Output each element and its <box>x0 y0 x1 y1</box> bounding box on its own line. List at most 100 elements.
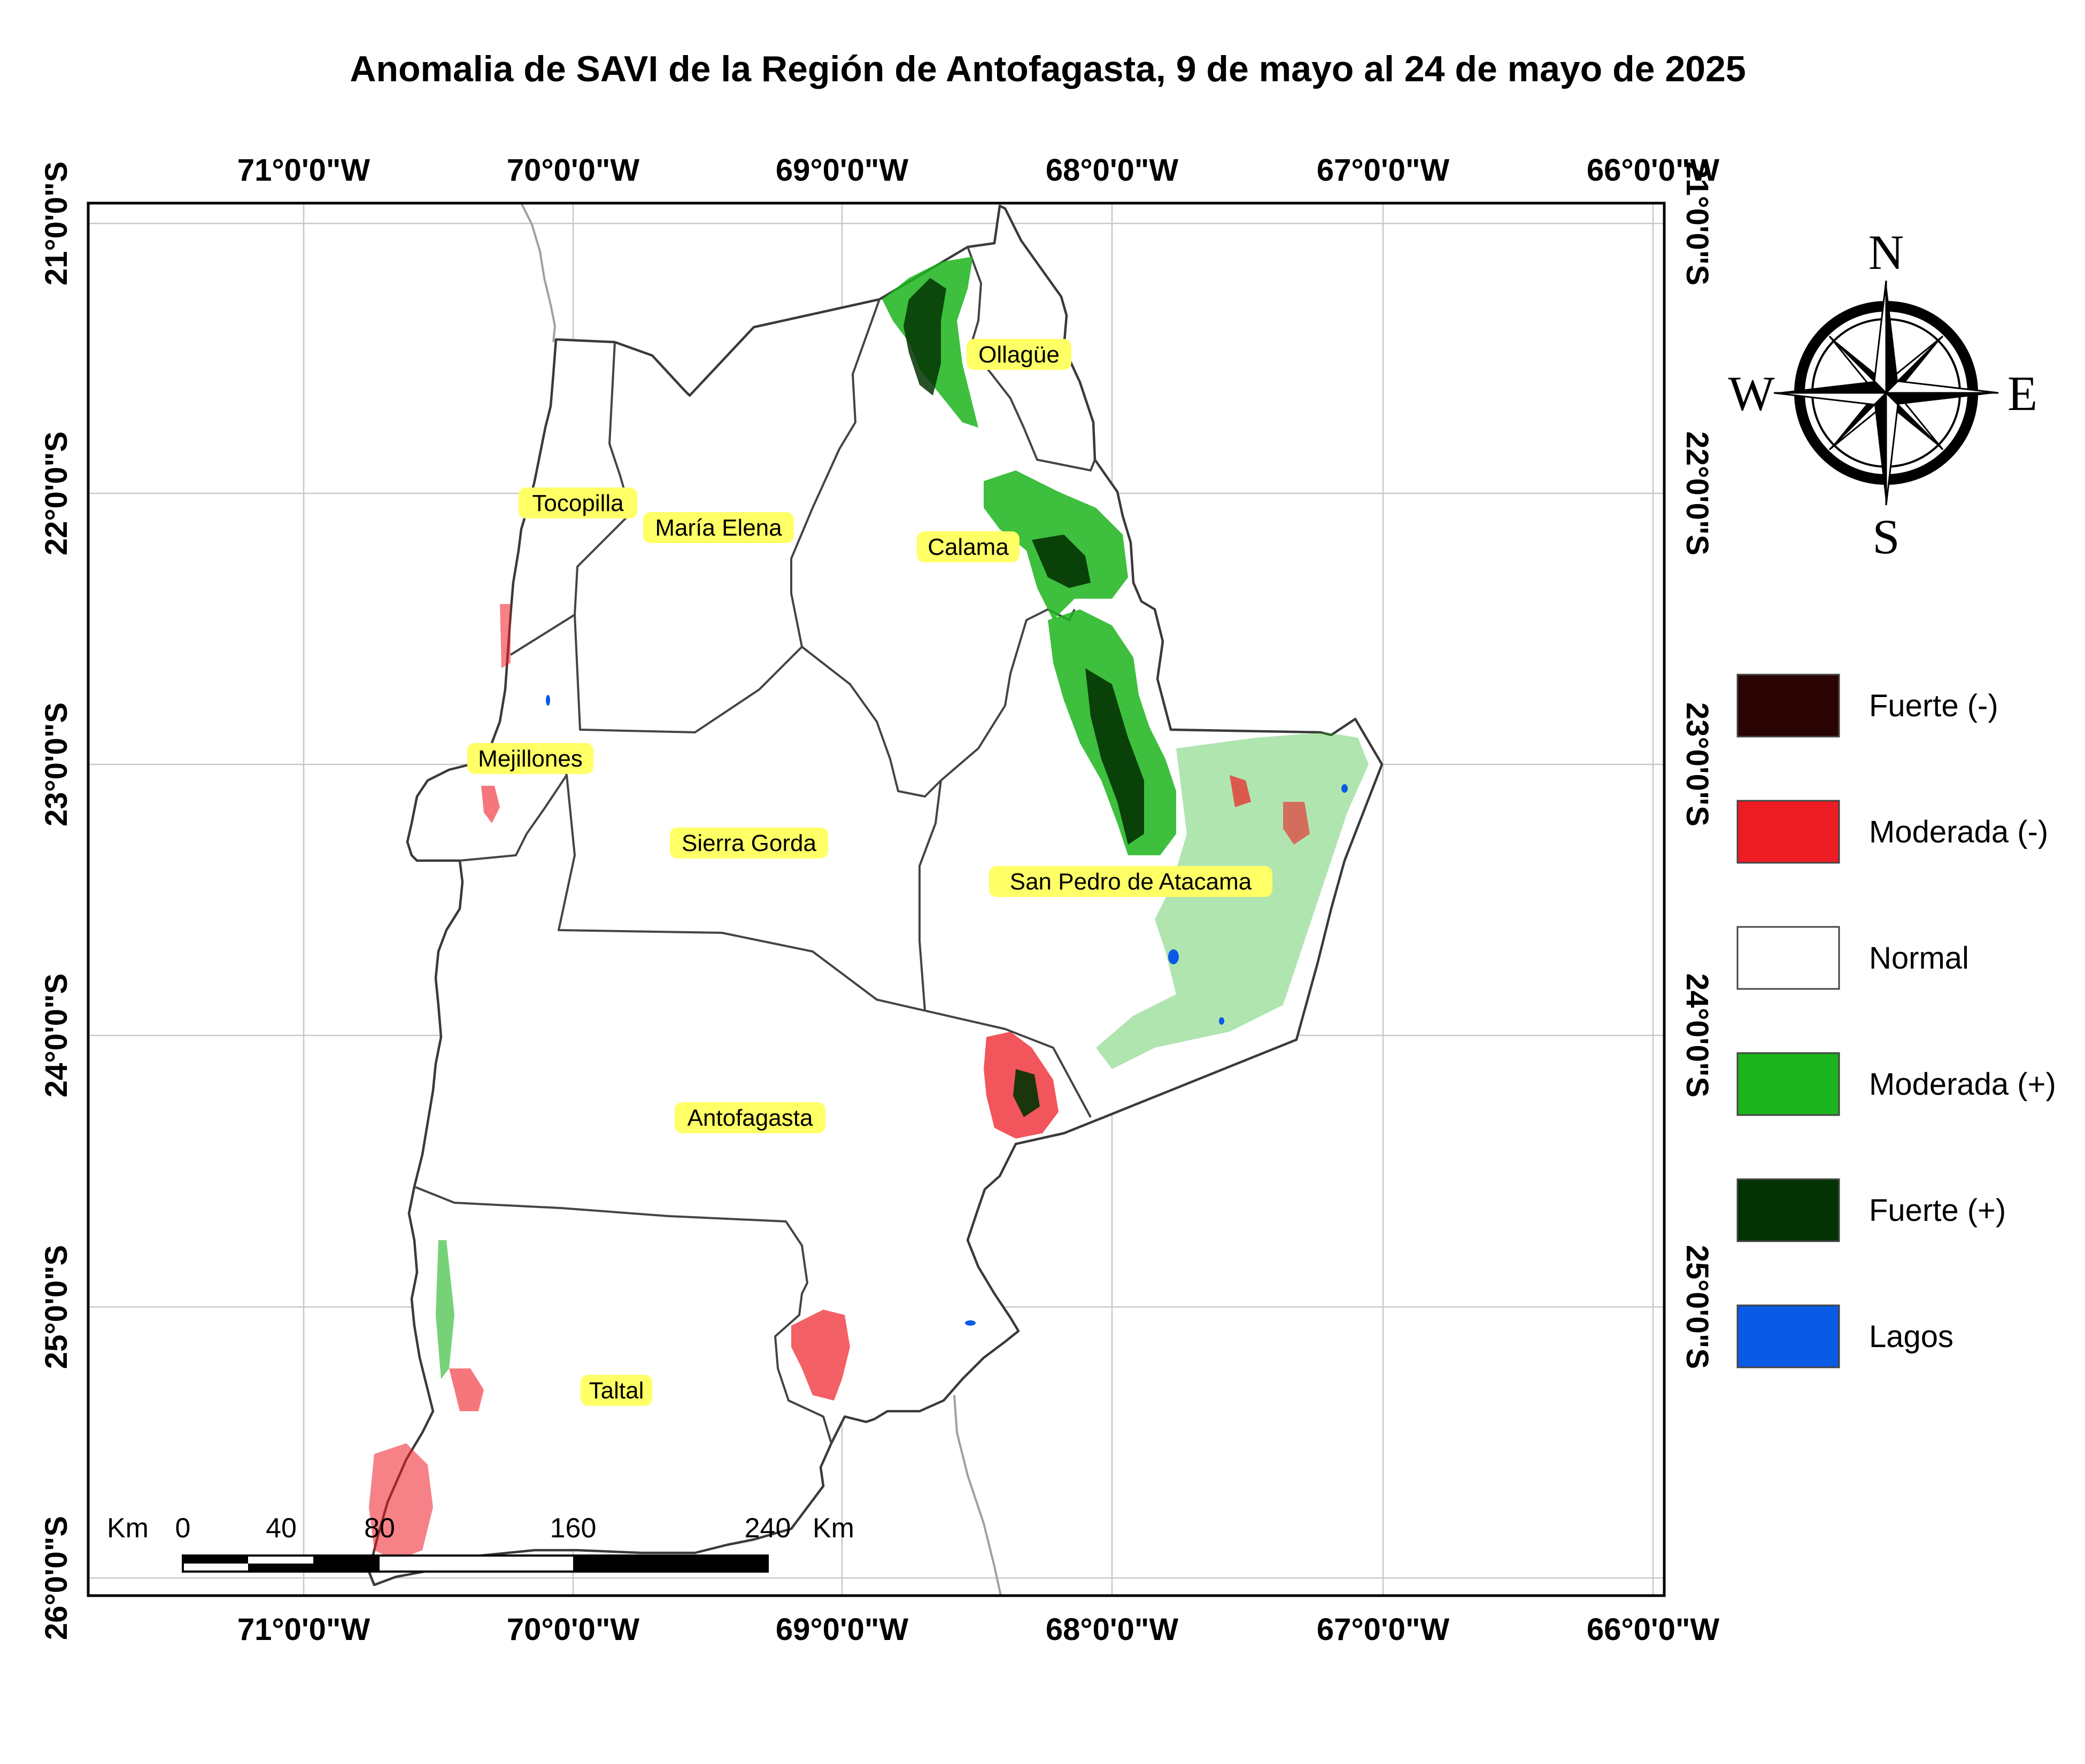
lake-1 <box>1168 949 1179 964</box>
commune-label-maria-elena: María Elena <box>643 512 794 543</box>
lake-2 <box>1341 784 1348 793</box>
legend-label-strong-negative: Fuerte (-) <box>1869 688 1998 723</box>
compass-diagonal-points <box>1828 335 1944 451</box>
scale-tick-0: 0 <box>175 1513 191 1544</box>
svg-text:Antofagasta: Antofagasta <box>688 1105 813 1131</box>
legend-item-lakes: Lagos <box>1736 1304 1953 1368</box>
scale-tick-240: 240 <box>745 1513 791 1544</box>
anomaly-patch-red-south <box>791 1310 850 1401</box>
lat-label-left-5: 26°0'0"S <box>39 1516 74 1640</box>
scale-seg-2 <box>248 1564 313 1572</box>
scale-seg-5 <box>573 1556 768 1572</box>
right-latitude-labels: 21°0'0"S 22°0'0"S 23°0'0"S 24°0'0"S 25°0… <box>1680 161 1715 1369</box>
svg-text:Sierra Gorda: Sierra Gorda <box>682 830 816 856</box>
lat-label-right-3: 24°0'0"S <box>1680 973 1715 1097</box>
svg-text:María Elena: María Elena <box>655 515 782 541</box>
lat-label-left-0: 21°0'0"S <box>39 161 74 285</box>
compass-label-east: E <box>2007 366 2037 421</box>
international-border-north <box>520 203 557 343</box>
boundary-maria-elena-sierra-gorda <box>574 608 1076 798</box>
anomaly-patch-red-tocopilla <box>500 604 511 668</box>
anomaly-patch-red-east-2 <box>1283 802 1310 845</box>
lon-label-bottom-4: 67°0'0"W <box>1317 1612 1450 1647</box>
lon-label-top-3: 68°0'0"W <box>1046 153 1179 188</box>
scale-tick-40: 40 <box>266 1513 297 1544</box>
bottom-longitude-labels: 71°0'0"W 70°0'0"W 69°0'0"W 68°0'0"W 67°0… <box>237 1612 1720 1647</box>
legend-label-moderate-positive: Moderada (+) <box>1869 1067 2056 1102</box>
legend-label-strong-positive: Fuerte (+) <box>1869 1193 2006 1228</box>
anomaly-raster-layer <box>369 257 1369 1561</box>
scale-seg-3 <box>313 1556 380 1564</box>
scale-tick-80: 80 <box>364 1513 395 1544</box>
north-arrow-compass: N S E W <box>1728 225 2038 564</box>
lat-label-right-1: 22°0'0"S <box>1680 431 1715 555</box>
boundary-taltal <box>414 1186 832 1444</box>
svg-text:Mejillones: Mejillones <box>478 746 583 772</box>
legend-label-moderate-negative: Moderada (-) <box>1869 815 2048 849</box>
legend-item-moderate-positive: Moderada (+) <box>1736 1052 2056 1116</box>
commune-label-calama: Calama <box>917 531 1020 562</box>
legend-item-strong-negative: Fuerte (-) <box>1736 674 1998 738</box>
boundary-san-pedro-west <box>918 780 942 1011</box>
legend-label-normal: Normal <box>1869 941 1969 976</box>
lon-label-top-4: 67°0'0"W <box>1317 153 1450 188</box>
lake-5 <box>1219 1017 1224 1025</box>
lon-label-top-5: 66°0'0"W <box>1587 153 1720 188</box>
map-frame-border <box>87 202 1666 1597</box>
top-longitude-labels: 71°0'0"W 70°0'0"W 69°0'0"W 68°0'0"W 67°0… <box>237 153 1720 188</box>
scale-bar: Km 0 40 80 160 240 Km <box>107 1513 854 1573</box>
legend-item-normal: Normal <box>1736 926 1969 990</box>
anomaly-patch-green-coast <box>436 1240 454 1379</box>
anomaly-patch-salar-strong <box>1013 1069 1040 1117</box>
commune-label-tocopilla: Tocopilla <box>519 488 637 519</box>
boundary-calama-west <box>790 299 881 647</box>
left-latitude-labels: 21°0'0"S 22°0'0"S 23°0'0"S 24°0'0"S 25°0… <box>39 161 74 1640</box>
region-outline <box>367 204 1384 1587</box>
boundary-sierra-gorda-antofagasta <box>558 775 1092 1118</box>
boundary-ollague <box>967 246 1096 471</box>
legend-item-strong-positive: Fuerte (+) <box>1736 1178 2006 1242</box>
anomaly-patch-red-mejillones <box>481 786 500 823</box>
scale-unit-left: Km <box>107 1513 149 1544</box>
lon-label-bottom-1: 70°0'0"W <box>507 1612 640 1647</box>
compass-label-north: N <box>1868 225 1904 280</box>
compass-cardinal-points <box>1773 280 1999 506</box>
svg-text:Taltal: Taltal <box>589 1378 644 1404</box>
anomaly-patch-red-coast <box>369 1443 433 1561</box>
lat-label-left-2: 23°0'0"S <box>39 702 74 826</box>
commune-label-antofagasta: Antofagasta <box>675 1102 825 1133</box>
lat-label-right-4: 25°0'0"S <box>1680 1245 1715 1369</box>
legend-swatch-moderate-negative <box>1736 800 1840 864</box>
svg-text:Tocopilla: Tocopilla <box>532 490 624 516</box>
anomaly-patch-north-strong <box>904 278 946 396</box>
lon-label-bottom-3: 68°0'0"W <box>1046 1612 1179 1647</box>
scale-seg-4 <box>313 1564 380 1572</box>
lat-label-right-0: 21°0'0"S <box>1680 161 1715 285</box>
svg-text:San Pedro de Atacama: San Pedro de Atacama <box>1010 869 1252 895</box>
legend: Fuerte (-) Moderada (-) Normal Moderada … <box>1736 674 2056 1368</box>
anomaly-patch-red-taltal <box>449 1368 484 1411</box>
lat-label-left-3: 24°0'0"S <box>39 973 74 1097</box>
lon-label-bottom-0: 71°0'0"W <box>237 1612 370 1647</box>
compass-label-west: W <box>1728 366 1775 421</box>
svg-text:Calama: Calama <box>928 534 1009 560</box>
scale-tick-160: 160 <box>550 1513 597 1544</box>
legend-swatch-strong-negative <box>1736 674 1840 738</box>
lon-label-top-0: 71°0'0"W <box>237 153 370 188</box>
legend-swatch-normal <box>1736 926 1840 990</box>
commune-boundaries <box>414 246 1096 1444</box>
lon-label-bottom-5: 66°0'0"W <box>1587 1612 1720 1647</box>
commune-label-ollague: Ollagüe <box>967 339 1071 370</box>
lat-label-right-2: 23°0'0"S <box>1680 702 1715 826</box>
scale-unit-right: Km <box>813 1513 854 1544</box>
lat-label-left-1: 22°0'0"S <box>39 431 74 555</box>
legend-swatch-moderate-positive <box>1736 1052 1840 1116</box>
commune-labels: Ollagüe Tocopilla María Elena Calama Mej… <box>467 339 1272 1406</box>
lake-3 <box>965 1320 976 1326</box>
lon-label-bottom-2: 69°0'0"W <box>776 1612 909 1647</box>
legend-swatch-strong-positive <box>1736 1178 1840 1242</box>
anomaly-patch-red-east-1 <box>1230 775 1251 807</box>
svg-text:Ollagüe: Ollagüe <box>978 342 1060 368</box>
commune-label-taltal: Taltal <box>581 1375 652 1406</box>
